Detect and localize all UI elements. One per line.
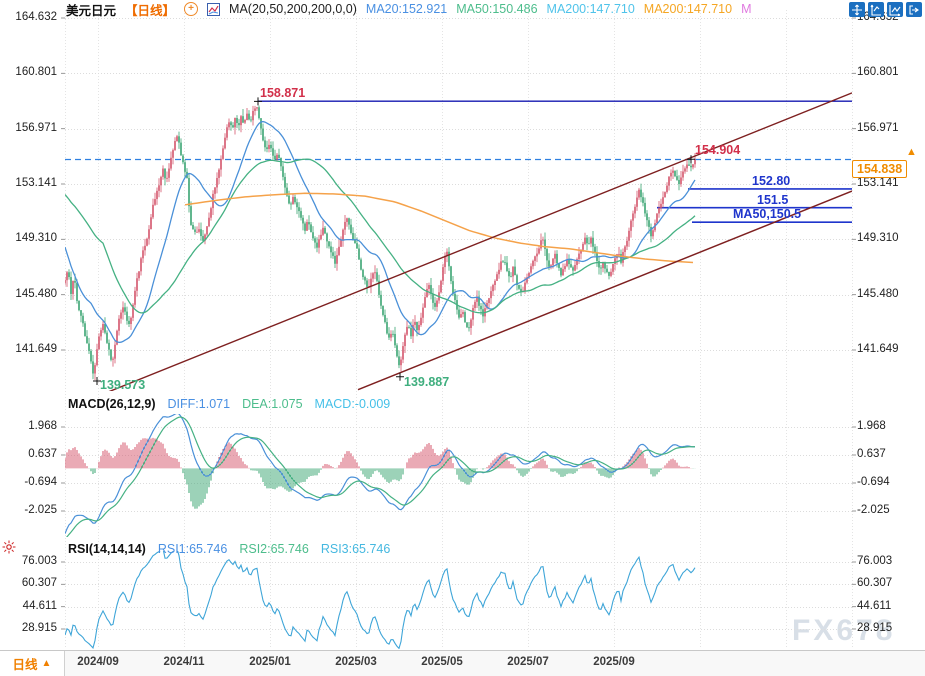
date-label: 2025/09 (593, 656, 635, 668)
date-label: 2025/03 (335, 656, 377, 668)
macd-name: MACD(26,12,9) (68, 397, 156, 411)
ma20-value: MA20:152.921 (365, 2, 448, 16)
pan-icon[interactable] (849, 2, 865, 17)
date-axis[interactable]: 2024/09 2024/11 2025/01 2025/03 2025/05 2025/… (0, 650, 925, 676)
symbol-name: 美元日元 (66, 3, 117, 18)
low-2024-label: 139.573 (100, 378, 146, 392)
macd-header: MACD(26,12,9) DIFF:1.071 DEA:1.075 MACD:… (68, 397, 390, 411)
rsi1-value: RSI1:65.746 (157, 542, 228, 556)
main-header: 美元日元 【日线】 + MA(20,50,200,200,0,0) MA20:1… (66, 1, 752, 18)
period-tab-label: 日线 (12, 658, 38, 672)
date-label: 2025/05 (421, 656, 463, 668)
ma50-value: MA50:150.486 (456, 2, 538, 16)
resistance-label: 158.871 (260, 86, 306, 100)
period-tab[interactable]: 日线 ▲ (0, 651, 65, 676)
price-up-arrow-icon: ▲ (906, 146, 917, 158)
macd-diff-value: DIFF:1.071 (167, 397, 231, 411)
ma200-value-2: MA200:147.710 (643, 2, 733, 16)
period-label: 【日线】 (125, 3, 176, 18)
ma200-value-1: MA200:147.710 (546, 2, 635, 16)
rsi3-value: RSI3:65.746 (320, 542, 391, 556)
chart-toolbar (849, 2, 922, 17)
last-price-tag: 154.838 (852, 160, 908, 178)
mini-chart-icon[interactable] (207, 2, 221, 16)
support2-label: 151.5 (757, 193, 789, 207)
m-indicator: M (741, 2, 752, 16)
scale-horizontal-icon[interactable] (887, 2, 903, 17)
low-2025-label: 139.887 (404, 375, 450, 389)
sun-icon[interactable] (2, 540, 16, 554)
rsi-header: RSI(14,14,14) RSI1:65.746 RSI2:65.746 RS… (68, 542, 390, 556)
date-label: 2025/07 (507, 656, 549, 668)
scale-vertical-icon[interactable] (868, 2, 884, 17)
swing-high-label: 154.904 (695, 143, 741, 157)
macd-dea-value: DEA:1.075 (242, 397, 303, 411)
macd-hist-value: MACD:-0.009 (314, 397, 391, 411)
date-label: 2024/11 (163, 656, 205, 668)
support1-label: 152.80 (752, 174, 791, 188)
rsi-name: RSI(14,14,14) (68, 542, 146, 556)
exit-icon[interactable] (906, 2, 922, 17)
triangle-up-icon: ▲ (41, 658, 52, 669)
rsi2-value: RSI2:65.746 (239, 542, 309, 556)
ma-settings: MA(20,50,200,200,0,0) (229, 2, 357, 16)
date-label: 2025/01 (249, 656, 291, 668)
date-label: 2024/09 (77, 656, 119, 668)
support3-label: MA50,150.5 (733, 207, 802, 221)
add-overlay-icon[interactable]: + (184, 2, 199, 16)
